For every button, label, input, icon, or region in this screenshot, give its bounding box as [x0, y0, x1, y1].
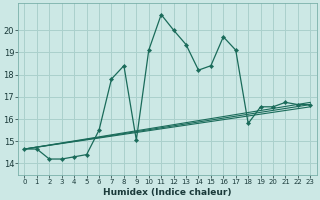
X-axis label: Humidex (Indice chaleur): Humidex (Indice chaleur) — [103, 188, 232, 197]
